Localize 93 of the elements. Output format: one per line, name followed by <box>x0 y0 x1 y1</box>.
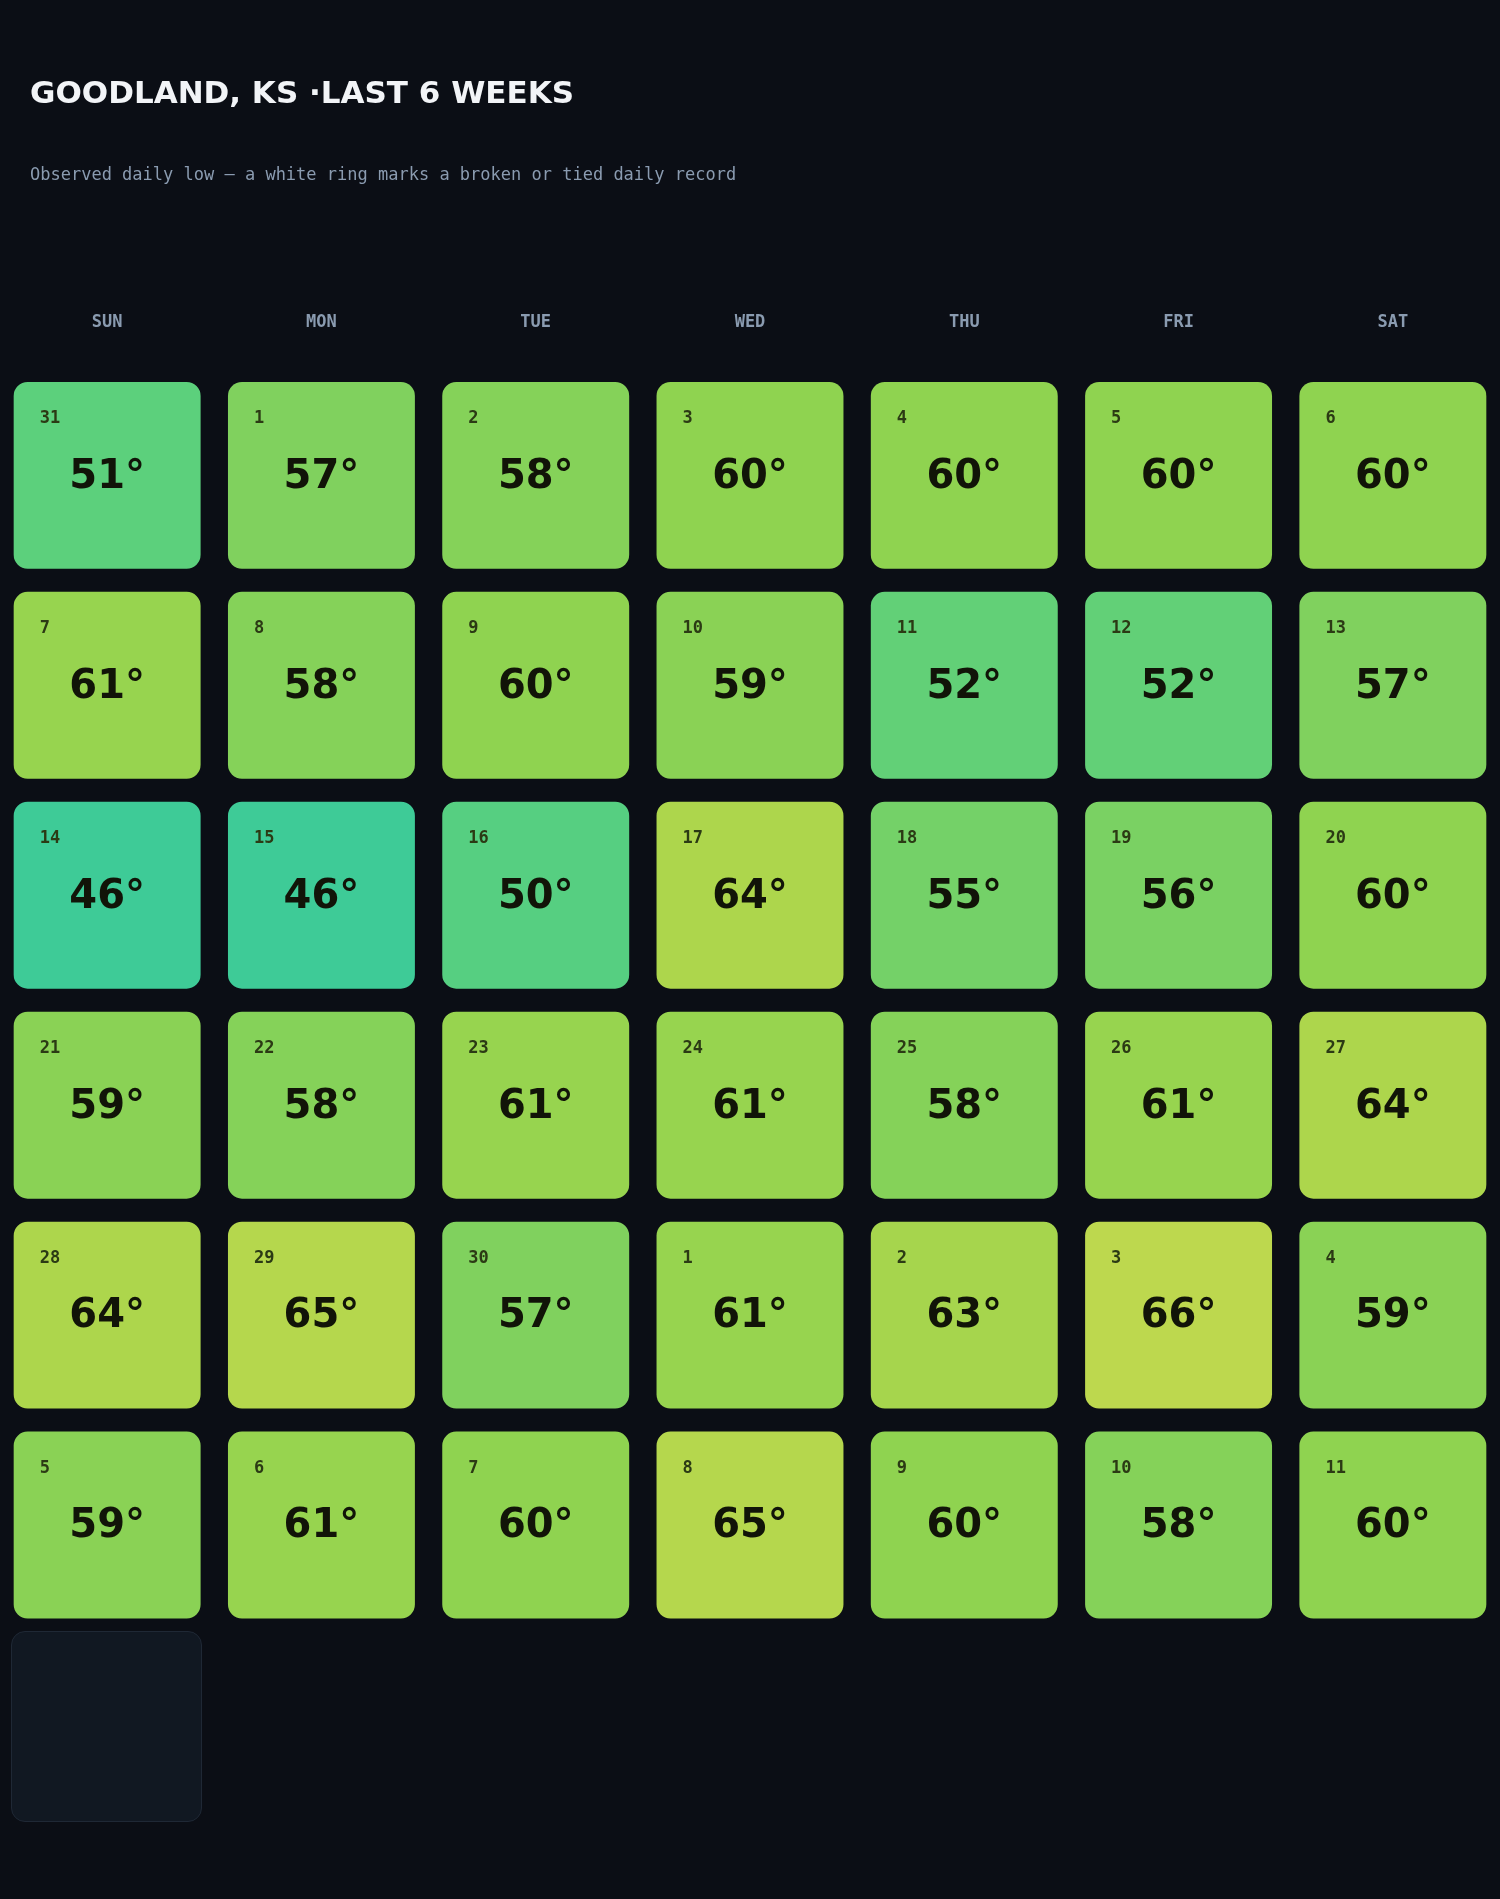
data-label: 57° <box>497 1290 574 1337</box>
annotation: 9 <box>896 1456 908 1477</box>
data-label: 50° <box>497 870 574 917</box>
data-label: 64° <box>712 870 788 917</box>
data-label: 46° <box>69 870 145 917</box>
data-label: 51° <box>69 450 145 497</box>
data-label: 61° <box>69 660 145 707</box>
data-label: 61° <box>712 1080 788 1127</box>
x-tick-label: WED <box>734 310 766 331</box>
annotation: 13 <box>1325 616 1346 637</box>
annotation: 12 <box>1111 616 1132 637</box>
data-label: 60° <box>1140 450 1217 497</box>
x-tick-label: SUN <box>91 310 123 331</box>
annotation: 6 <box>253 1456 265 1477</box>
data-label: 61° <box>712 1290 788 1337</box>
data-label: 66° <box>1140 1290 1217 1337</box>
data-label: 61° <box>283 1500 360 1547</box>
data-label: 60° <box>1355 1500 1431 1547</box>
data-label: 59° <box>712 660 788 707</box>
data-label: 59° <box>1355 1290 1431 1337</box>
annotation: 24 <box>682 1036 704 1057</box>
annotation: 10 <box>1111 1456 1132 1477</box>
x-tick-label: MON <box>306 310 337 331</box>
chart-subtitle: Observed daily low — a white ring marks a broken or tied daily record <box>30 164 737 184</box>
data-label: 60° <box>497 660 574 707</box>
annotation: 30 <box>468 1246 489 1267</box>
annotation: 11 <box>1325 1456 1346 1477</box>
data-label: 57° <box>283 450 360 497</box>
annotation: 9 <box>468 616 479 637</box>
data-label: 46° <box>283 870 360 917</box>
annotation: 31 <box>39 406 61 427</box>
annotation: 26 <box>1111 1036 1132 1057</box>
annotation: 4 <box>1325 1246 1336 1267</box>
data-label: 56° <box>1140 870 1217 917</box>
data-label: 65° <box>712 1500 788 1547</box>
annotation: 18 <box>896 826 918 847</box>
data-label: 59° <box>69 1080 145 1127</box>
data-label: 58° <box>1140 1500 1217 1547</box>
data-label: 58° <box>497 450 574 497</box>
annotation: 23 <box>468 1036 489 1057</box>
x-tick-label: SAT <box>1377 310 1409 331</box>
annotation: 27 <box>1325 1036 1346 1057</box>
data-label: 63° <box>926 1290 1003 1337</box>
data-label: 58° <box>283 1080 360 1127</box>
data-label: 58° <box>283 660 360 707</box>
data-label: 57° <box>1355 660 1431 707</box>
annotation: 7 <box>39 616 50 637</box>
data-label: 60° <box>497 1500 574 1547</box>
annotation: 16 <box>468 826 489 847</box>
annotation: 5 <box>39 1456 50 1477</box>
annotation: 3 <box>1111 1246 1122 1267</box>
data-label: 59° <box>69 1500 145 1547</box>
x-tick-label: THU <box>948 310 980 331</box>
annotation: 5 <box>1111 406 1122 427</box>
annotation: 10 <box>682 616 704 637</box>
data-label: 60° <box>712 450 788 497</box>
annotation: 11 <box>896 616 918 637</box>
annotation: 15 <box>253 826 275 847</box>
annotation: 25 <box>896 1036 918 1057</box>
annotation: 20 <box>1325 826 1346 847</box>
annotation: 3 <box>682 406 693 427</box>
data-label: 64° <box>1355 1080 1431 1127</box>
annotation: 8 <box>682 1456 693 1477</box>
x-tick-label: TUE <box>520 310 552 331</box>
data-label: 61° <box>497 1080 574 1127</box>
data-label: 64° <box>69 1290 145 1337</box>
annotation: 14 <box>39 826 61 847</box>
annotation: 1 <box>253 406 265 427</box>
annotation: 2 <box>896 1246 908 1267</box>
annotation: 7 <box>468 1456 479 1477</box>
data-label: 60° <box>1355 450 1431 497</box>
annotation: 17 <box>682 826 704 847</box>
data-label: 60° <box>926 1500 1003 1547</box>
data-label: 65° <box>283 1290 360 1337</box>
annotation: 19 <box>1111 826 1132 847</box>
annotation: 29 <box>253 1246 275 1267</box>
data-label: 58° <box>926 1080 1003 1127</box>
annotation: 6 <box>1325 406 1336 427</box>
data-label: 52° <box>926 660 1003 707</box>
x-tick-label: FRI <box>1163 310 1194 331</box>
data-label: 55° <box>926 870 1003 917</box>
data-label: 52° <box>1140 660 1217 707</box>
data-label: 61° <box>1140 1080 1217 1127</box>
annotation: 22 <box>253 1036 275 1057</box>
annotation: 28 <box>39 1246 61 1267</box>
chart-title: GOODLAND, KS ·LAST 6 WEEKS <box>30 74 575 110</box>
annotation: 2 <box>468 406 479 427</box>
data-label: 60° <box>1355 870 1431 917</box>
annotation: 4 <box>896 406 908 427</box>
annotation: 8 <box>253 616 265 637</box>
annotation: 1 <box>682 1246 693 1267</box>
annotation: 21 <box>39 1036 61 1057</box>
data-label: 60° <box>926 450 1003 497</box>
